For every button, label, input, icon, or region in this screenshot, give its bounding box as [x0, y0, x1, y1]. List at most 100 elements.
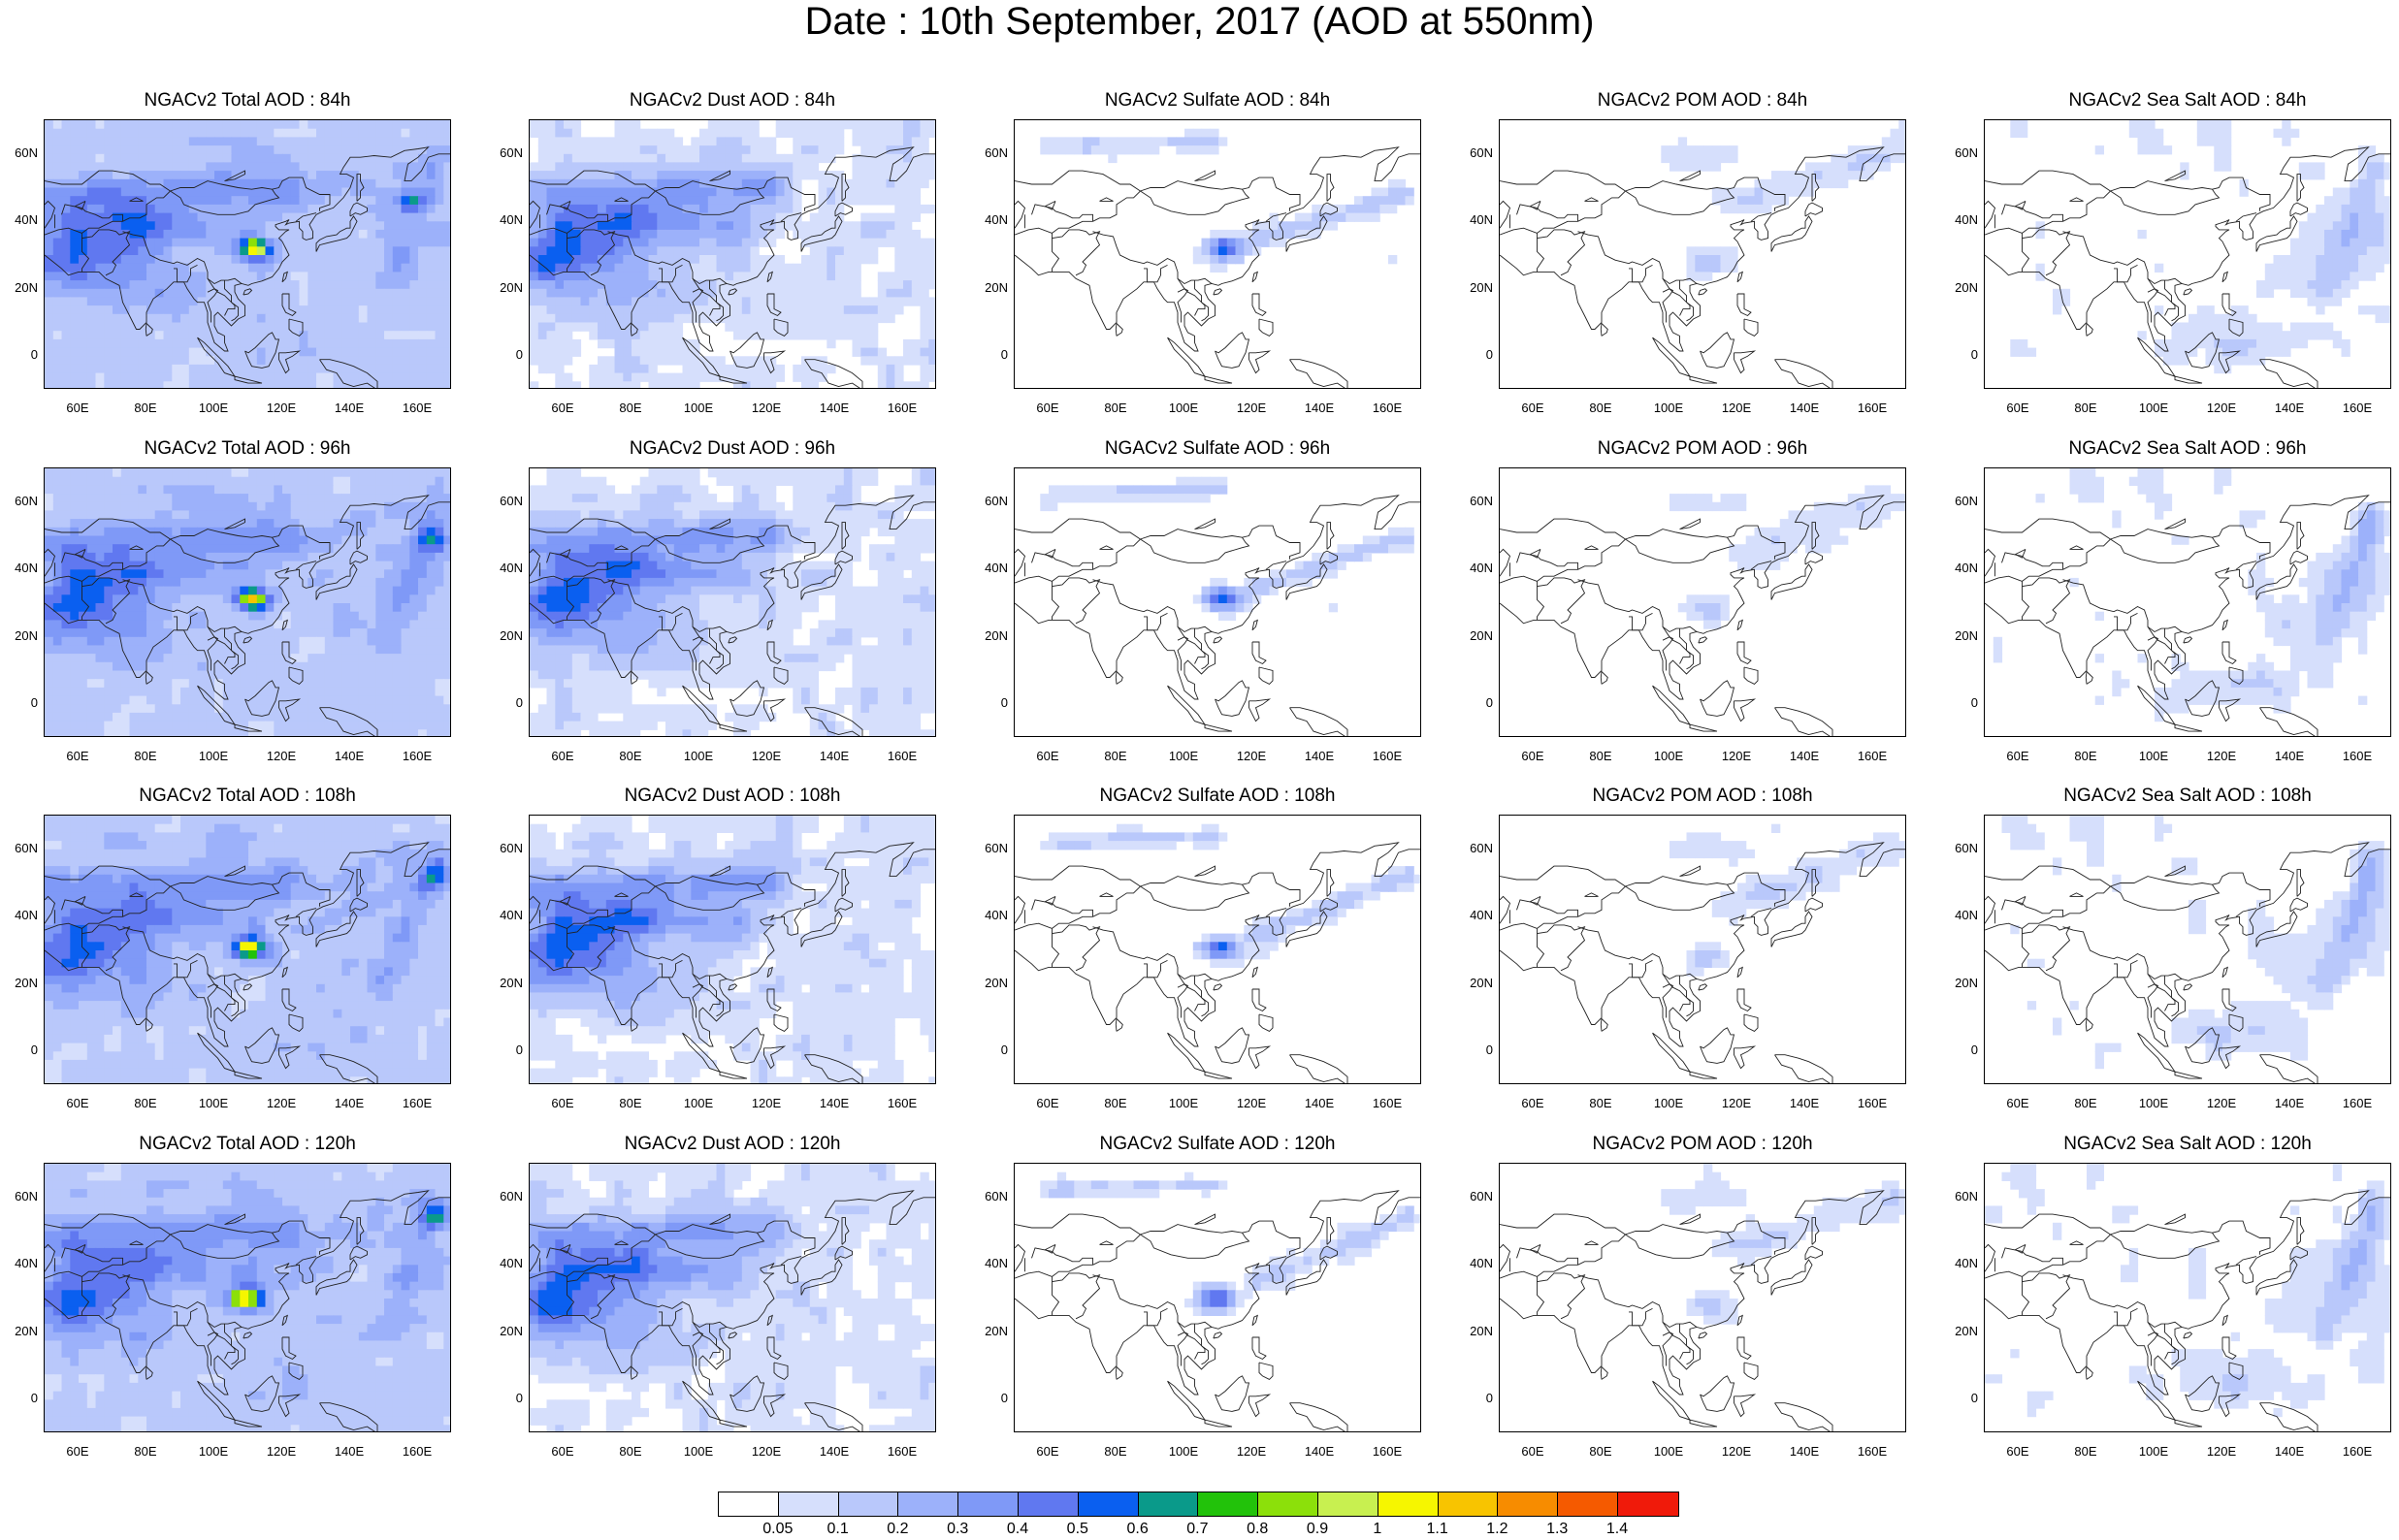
- colorbar-label: 0.6: [1126, 1521, 1149, 1537]
- lat-tick-label: 40N: [1470, 1256, 1493, 1271]
- lon-tick-label: 60E: [1521, 749, 1544, 763]
- panel-title: NGACv2 Dust AOD : 96h: [629, 438, 836, 459]
- lon-tick-label: 120E: [1236, 401, 1267, 415]
- aod-cells: [530, 120, 935, 388]
- lat-tick-label: 0: [1000, 695, 1008, 711]
- panel-title: NGACv2 Total AOD : 108h: [139, 786, 356, 806]
- lat-tick-label: 20N: [500, 975, 523, 990]
- lon-tick-label: 80E: [619, 401, 642, 415]
- aod-cells: [45, 816, 450, 1083]
- lat-tick-label: 20N: [1955, 1323, 1978, 1338]
- colorbar-swatch: [838, 1492, 899, 1516]
- aod-cells: [45, 468, 450, 736]
- aod-field: [1500, 485, 1905, 736]
- colorbar-label: 0.1: [827, 1521, 849, 1537]
- lon-tick-label: 120E: [266, 749, 297, 763]
- aod-field: [1985, 468, 2390, 736]
- aod-cells: [530, 468, 935, 736]
- map-panel: [1014, 119, 1421, 389]
- lon-tick-label: 120E: [2206, 749, 2237, 763]
- panel-title: NGACv2 POM AOD : 84h: [1597, 90, 1808, 111]
- lon-tick-label: 80E: [1589, 1444, 1612, 1459]
- map-panel: [44, 1163, 451, 1432]
- lat-tick-label: 40N: [500, 1256, 523, 1271]
- lon-tick-label: 100E: [683, 749, 714, 763]
- lat-tick-label: 40N: [500, 561, 523, 576]
- lon-tick-label: 120E: [1721, 1096, 1752, 1110]
- lon-tick-label: 60E: [2006, 1096, 2029, 1110]
- lon-tick-label: 120E: [1236, 1096, 1267, 1110]
- lon-tick-label: 160E: [402, 401, 433, 415]
- lon-tick-label: 160E: [887, 1096, 918, 1110]
- lat-tick-label: 40N: [1470, 908, 1493, 923]
- aod-cells: [45, 1164, 450, 1431]
- colorbar-label: 1.3: [1546, 1521, 1569, 1537]
- colorbar-swatch: [1078, 1492, 1139, 1516]
- lat-tick-label: 40N: [500, 908, 523, 923]
- lon-tick-label: 140E: [334, 401, 365, 415]
- lat-tick-label: 0: [1970, 695, 1978, 711]
- lon-tick-label: 60E: [1036, 749, 1059, 763]
- colorbar-swatch: [778, 1492, 839, 1516]
- lon-tick-label: 160E: [402, 1096, 433, 1110]
- map-panel: [1499, 1163, 1906, 1432]
- lon-tick-label: 100E: [1653, 749, 1684, 763]
- coastlines: [530, 842, 935, 1083]
- coastlines: [530, 1190, 935, 1431]
- lon-tick-label: 60E: [66, 401, 89, 415]
- lat-tick-label: 60N: [985, 493, 1008, 508]
- colorbar-swatch: [1438, 1492, 1499, 1516]
- colorbar-label: 1.4: [1605, 1521, 1629, 1537]
- lat-tick-label: 0: [1970, 1391, 1978, 1406]
- lon-tick-label: 120E: [266, 1096, 297, 1110]
- lon-tick-label: 100E: [1653, 401, 1684, 415]
- aod-field: [1500, 823, 1905, 1083]
- colorbar-swatch: [1198, 1492, 1259, 1516]
- lat-tick-label: 20N: [1470, 1323, 1493, 1338]
- coastlines: [530, 495, 935, 736]
- lon-tick-label: 120E: [751, 401, 782, 415]
- lat-tick-label: 20N: [1955, 975, 1978, 990]
- coastlines: [1015, 495, 1420, 736]
- lon-tick-label: 60E: [1521, 401, 1544, 415]
- lon-tick-label: 100E: [2138, 1444, 2169, 1459]
- lon-tick-label: 140E: [2274, 749, 2305, 763]
- lon-tick-label: 140E: [1789, 749, 1820, 763]
- lat-tick-label: 60N: [1955, 840, 1978, 855]
- lat-tick-label: 20N: [1955, 279, 1978, 295]
- lon-tick-label: 140E: [819, 1444, 850, 1459]
- colorbar-label: 0.9: [1306, 1521, 1329, 1537]
- lon-tick-label: 120E: [2206, 401, 2237, 415]
- lon-tick-label: 100E: [1168, 1444, 1199, 1459]
- lon-tick-label: 60E: [551, 401, 574, 415]
- lat-tick-label: 0: [30, 1043, 38, 1058]
- lat-tick-label: 60N: [1470, 840, 1493, 855]
- lon-tick-label: 140E: [334, 749, 365, 763]
- lon-tick-label: 120E: [751, 1096, 782, 1110]
- lat-tick-label: 0: [1970, 1043, 1978, 1058]
- lat-tick-label: 60N: [500, 1188, 523, 1203]
- lon-tick-label: 80E: [1104, 401, 1127, 415]
- lon-tick-label: 160E: [1372, 749, 1403, 763]
- panel-title: NGACv2 Sea Salt AOD : 84h: [2068, 90, 2307, 111]
- lat-tick-label: 60N: [500, 840, 523, 855]
- lon-tick-label: 160E: [1857, 1444, 1888, 1459]
- lat-tick-label: 0: [1485, 347, 1493, 363]
- figure-title: Date : 10th September, 2017 (AOD at 550n…: [804, 0, 1595, 43]
- lon-tick-label: 160E: [402, 1444, 433, 1459]
- map-panel: [44, 467, 451, 737]
- lon-tick-label: 160E: [1857, 401, 1888, 415]
- lon-tick-label: 100E: [1168, 401, 1199, 415]
- lon-tick-label: 60E: [66, 749, 89, 763]
- map-panel: [1984, 815, 2391, 1084]
- lon-tick-label: 60E: [1036, 1096, 1059, 1110]
- lon-tick-label: 80E: [2074, 1444, 2097, 1459]
- aod-field: [1015, 476, 1420, 736]
- lat-tick-label: 20N: [15, 1323, 38, 1338]
- map-panel: [1499, 119, 1906, 389]
- map-panel: [529, 467, 936, 737]
- lon-tick-label: 140E: [1304, 1096, 1335, 1110]
- lon-tick-label: 160E: [1857, 1096, 1888, 1110]
- lat-tick-label: 20N: [500, 279, 523, 295]
- colorbar-swatch: [1558, 1492, 1618, 1516]
